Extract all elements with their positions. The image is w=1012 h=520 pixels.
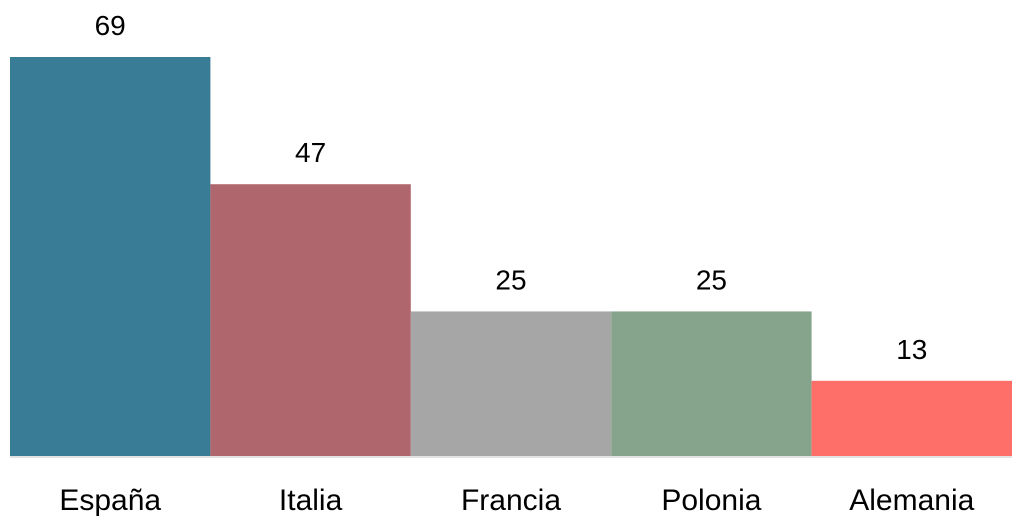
bar-espana [10, 57, 211, 456]
bar-alemania [811, 380, 1012, 456]
bar-italia [210, 184, 411, 456]
data-label-francia: 25 [495, 264, 526, 295]
category-label-francia: Francia [461, 484, 561, 517]
data-label-italia: 47 [295, 137, 326, 168]
category-label-italia: Italia [279, 484, 343, 517]
category-label-espana: España [59, 484, 161, 517]
value-labels-group: 69 47 25 25 13 [95, 10, 928, 365]
category-label-polonia: Polonia [661, 484, 761, 517]
bars-group [10, 57, 1012, 456]
data-label-alemania: 13 [896, 334, 927, 365]
category-labels-group: España Italia Francia Polonia Alemania [59, 484, 974, 517]
data-label-espana: 69 [95, 10, 126, 41]
category-label-alemania: Alemania [849, 484, 974, 517]
bar-francia [410, 311, 612, 456]
bar-polonia [611, 311, 812, 456]
data-label-polonia: 25 [696, 264, 727, 295]
